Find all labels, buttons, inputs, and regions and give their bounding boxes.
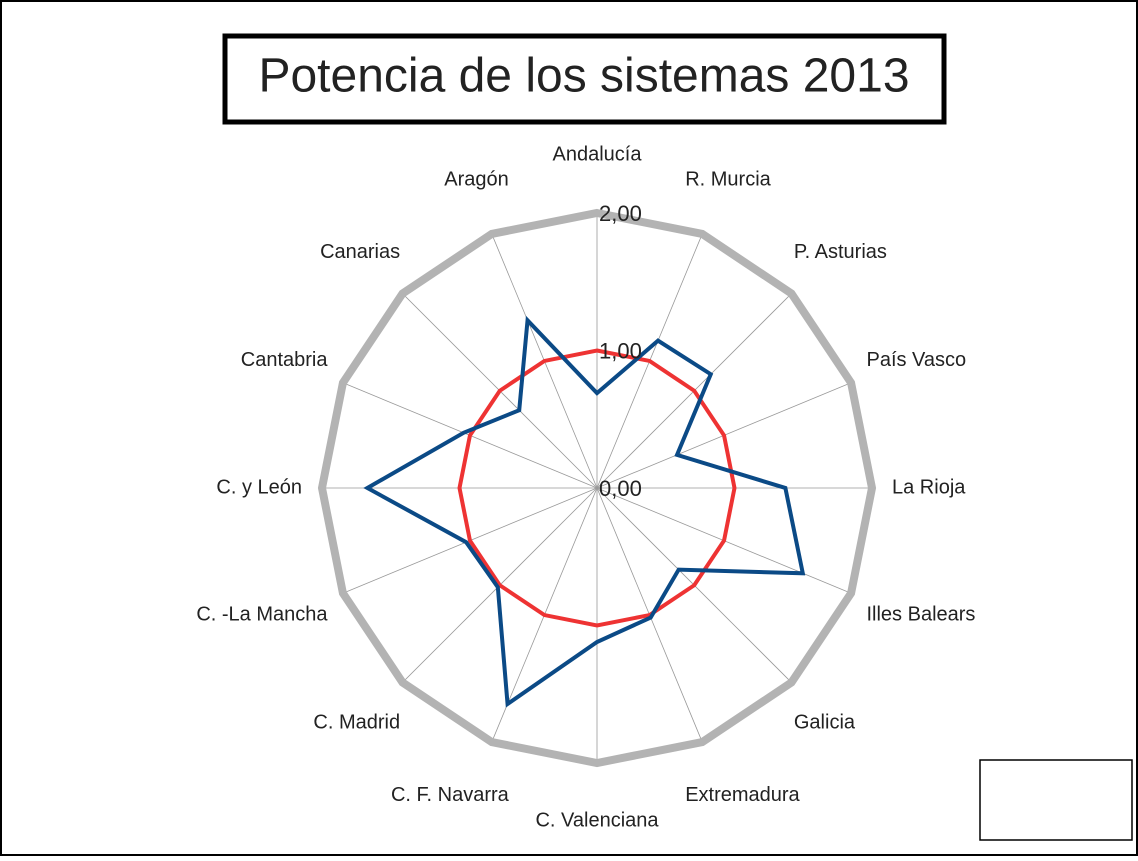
category-label: Andalucía [553,143,643,165]
category-label: P. Asturias [794,241,887,263]
legend-box [979,759,1133,841]
category-label: Canarias [320,241,400,263]
category-label: Cantabria [241,349,329,371]
category-label: C. Valenciana [535,809,659,831]
category-label: Galicia [794,712,856,734]
category-label: C. Madrid [313,712,400,734]
grid-ring [317,208,877,768]
category-label: C. y León [216,476,302,498]
title-box [222,33,947,125]
category-label: La Rioja [892,476,966,498]
category-label: Extremadura [685,784,800,806]
series-line [457,348,737,628]
y-tick-label: 0,00 [599,476,642,501]
category-label: Illes Balears [866,604,975,626]
category-label: C. -La Mancha [196,604,328,626]
category-label: País Vasco [866,349,966,371]
category-label: C. F. Navarra [391,784,510,806]
y-tick-label: 1,00 [599,338,642,363]
category-label: Aragón [444,169,509,191]
chart-title: Potencia de los sistemas 2013 [258,50,909,103]
category-label: R. Murcia [685,169,771,191]
series-line [363,315,806,708]
y-tick-label: 2,00 [599,201,642,226]
